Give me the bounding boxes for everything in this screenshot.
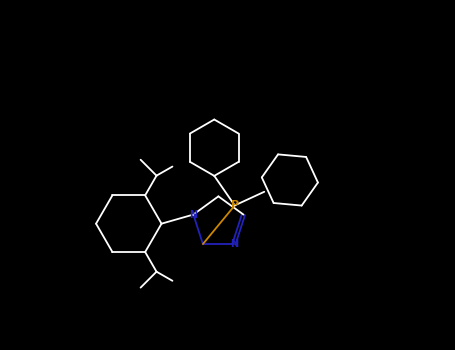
Text: N: N [189,210,197,219]
Text: P: P [231,201,239,210]
Text: N: N [230,239,238,249]
